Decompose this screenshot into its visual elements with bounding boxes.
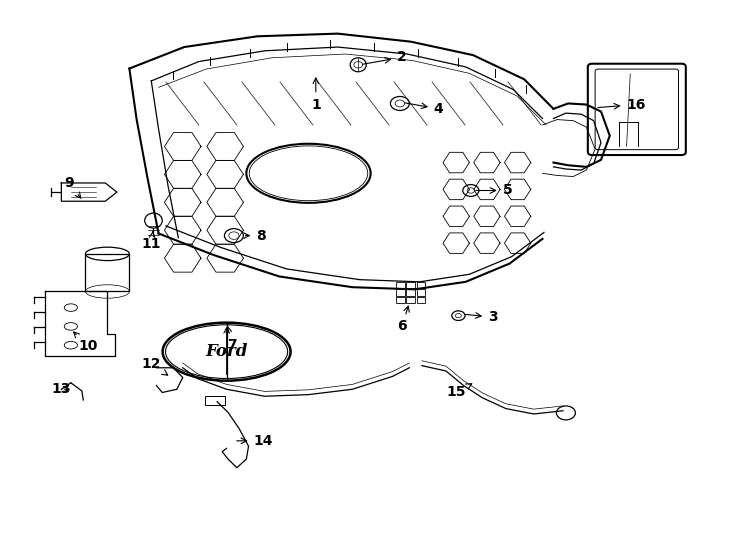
Text: 10: 10 <box>73 332 98 353</box>
Text: 5: 5 <box>476 184 512 198</box>
Text: 6: 6 <box>397 306 410 333</box>
Bar <box>417 297 426 303</box>
Text: 4: 4 <box>405 102 443 116</box>
Bar <box>205 396 225 406</box>
Text: 3: 3 <box>465 310 498 325</box>
Bar <box>407 282 415 288</box>
Text: 16: 16 <box>598 98 646 112</box>
Bar <box>407 297 415 303</box>
Bar <box>396 282 405 288</box>
Text: 9: 9 <box>64 176 81 198</box>
Text: 14: 14 <box>236 434 273 448</box>
Text: 2: 2 <box>363 50 407 64</box>
Text: 15: 15 <box>446 384 472 400</box>
Text: 8: 8 <box>244 228 266 242</box>
Bar <box>417 289 426 296</box>
Text: 7: 7 <box>226 327 236 352</box>
Bar <box>396 297 405 303</box>
Text: 1: 1 <box>311 78 321 112</box>
Text: 12: 12 <box>142 357 167 375</box>
Bar <box>396 289 405 296</box>
Text: Ford: Ford <box>206 343 248 360</box>
Bar <box>417 282 426 288</box>
Text: 13: 13 <box>51 382 71 396</box>
Text: 11: 11 <box>142 232 161 251</box>
Bar <box>407 289 415 296</box>
